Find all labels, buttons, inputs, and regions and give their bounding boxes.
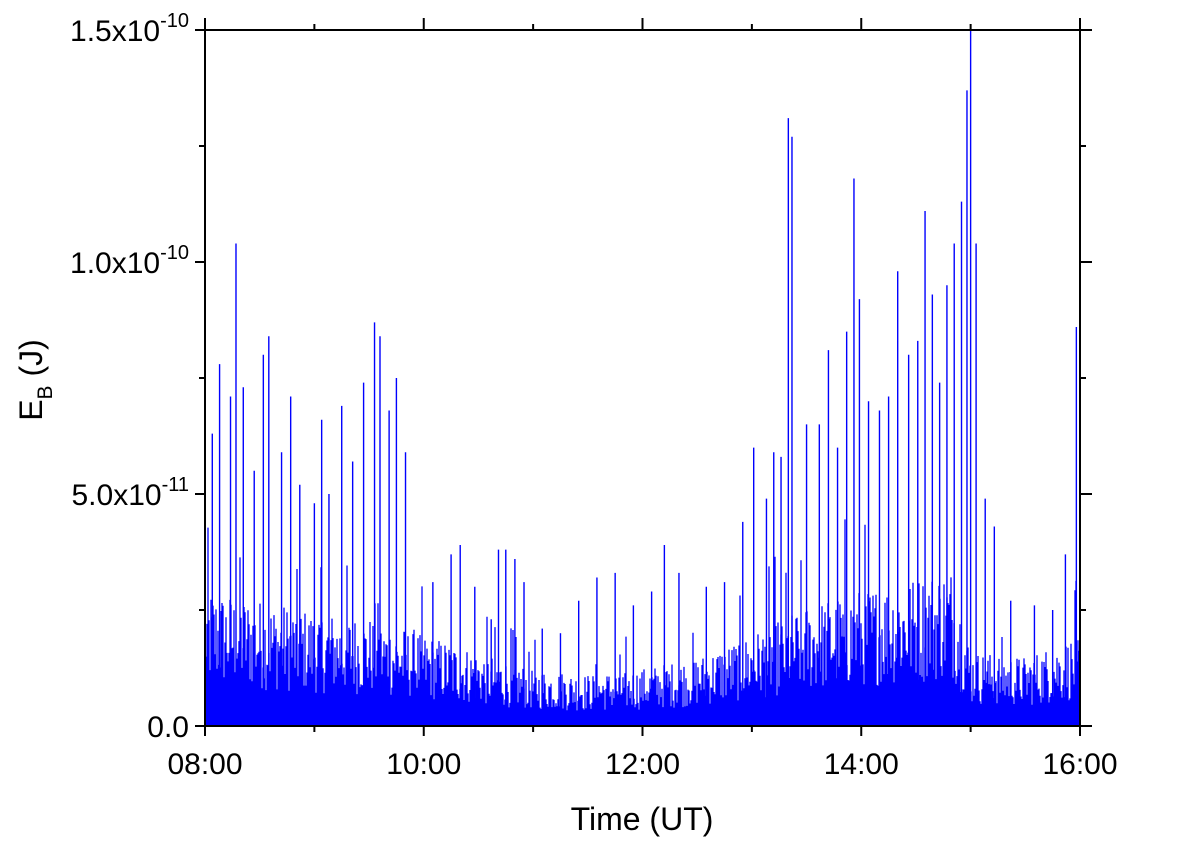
y-tick-label-0: 0.0: [147, 711, 189, 744]
y-axis-title-sub: B: [34, 385, 57, 399]
x-tick-label-4: 16:00: [1042, 748, 1117, 781]
series-layer: [204, 30, 1081, 726]
x-tick-label-3: 14:00: [824, 748, 899, 781]
svg-text:EB (J): EB (J): [13, 339, 57, 421]
x-tick-label-1: 10:00: [386, 748, 461, 781]
y-tick-label-1: 5.0x10-11: [72, 474, 190, 512]
x-axis-title: Time (UT): [571, 801, 714, 837]
series-noise: [204, 519, 1081, 726]
y-axis-title-base: E: [13, 399, 49, 420]
axis-layer: 08:00 10:00 12:00 14:00 16:00 0.0 5.0x10-11 1.0…: [70, 10, 1118, 781]
y-axis-title-unit: (J): [13, 339, 49, 376]
y-tick-label-2: 1.0x10-10: [70, 242, 189, 280]
label-layer: Time (UT) EB (J): [13, 339, 713, 837]
x-tick-label-2: 12:00: [605, 748, 680, 781]
y-tick-label-3: 1.5x10-10: [70, 10, 189, 48]
y-axis-title: EB (J): [13, 339, 57, 421]
x-tick-label-0: 08:00: [167, 748, 242, 781]
